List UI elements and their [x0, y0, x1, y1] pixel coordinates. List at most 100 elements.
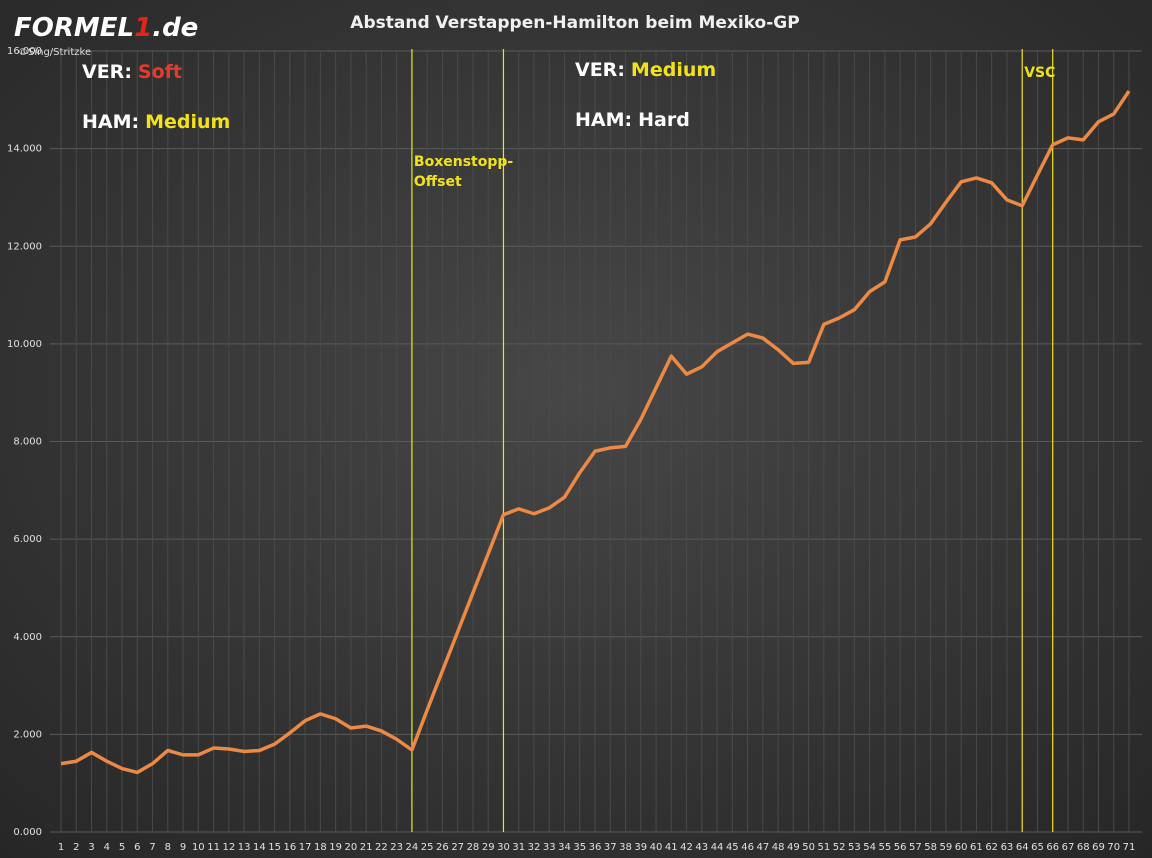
y-tick-label: 8.000: [13, 437, 42, 448]
x-tick-label: 60: [955, 842, 968, 853]
x-tick-label: 49: [787, 842, 800, 853]
y-tick-label: 10.000: [7, 339, 42, 350]
annotation-line: Offset: [414, 174, 462, 190]
x-tick-label: 43: [695, 842, 708, 853]
x-tick-label: 23: [390, 842, 403, 853]
x-tick-label: 69: [1092, 842, 1105, 853]
driver: HAM:: [575, 109, 632, 131]
y-tick-label: 16.000: [7, 46, 42, 57]
stint-label: VER: Soft: [82, 61, 182, 83]
x-tick-label: 67: [1062, 842, 1075, 853]
annotation-line: VSC: [1024, 65, 1055, 81]
y-tick-label: 6.000: [13, 534, 42, 545]
driver: HAM:: [82, 111, 139, 133]
x-tick-label: 30: [497, 842, 510, 853]
x-tick-label: 48: [772, 842, 785, 853]
x-tick-label: 61: [970, 842, 983, 853]
x-tick-label: 44: [711, 842, 724, 853]
x-tick-label: 20: [345, 842, 358, 853]
annotation: VSC: [1024, 65, 1055, 81]
x-tick-label: 66: [1046, 842, 1059, 853]
x-tick-label: 70: [1107, 842, 1120, 853]
x-tick-label: 31: [512, 842, 525, 853]
x-tick-label: 21: [360, 842, 373, 853]
x-tick-label: 3: [88, 842, 94, 853]
x-tick-label: 71: [1123, 842, 1136, 853]
x-tick-label: 63: [1001, 842, 1014, 853]
x-tick-label: 27: [451, 842, 464, 853]
x-tick-label: 37: [604, 842, 617, 853]
annotation-line: Boxenstopp-: [414, 154, 513, 170]
x-tick-label: 47: [756, 842, 769, 853]
y-tick-label: 12.000: [7, 241, 42, 252]
grid: 0.000 2.000 4.000 6.000 8.000 10.000 12.000 14.…: [7, 46, 1142, 853]
y-tick-label: 4.000: [13, 632, 42, 643]
x-tick-label: 55: [879, 842, 892, 853]
compound: Soft: [138, 61, 182, 83]
compound: Medium: [631, 59, 716, 81]
x-tick-label: 24: [406, 842, 419, 853]
x-tick-label: 13: [238, 842, 251, 853]
driver: VER:: [82, 61, 132, 83]
x-tick-label: 10: [192, 842, 205, 853]
logo-part: FORMEL: [14, 13, 134, 43]
x-tick-label: 64: [1016, 842, 1029, 853]
y-tick-label: 0.000: [13, 827, 42, 838]
x-tick-label: 11: [207, 842, 220, 853]
x-tick-label: 4: [104, 842, 110, 853]
x-tick-label: 33: [543, 842, 556, 853]
x-tick-label: 17: [299, 842, 312, 853]
x-tick-label: 2: [73, 842, 79, 853]
chart-title: Abstand Verstappen-Hamilton beim Mexiko-…: [350, 13, 799, 33]
annotation: Boxenstopp- Offset: [414, 154, 513, 190]
x-tick-label: 40: [650, 842, 663, 853]
logo-text: FORMEL1.de: [14, 13, 198, 43]
stint-label: HAM: Hard: [575, 109, 690, 131]
logo-part: 1: [134, 13, 152, 43]
x-tick-label: 56: [894, 842, 907, 853]
y-tick-label: 2.000: [13, 729, 42, 740]
x-tick-label: 26: [436, 842, 449, 853]
x-tick-label: 41: [665, 842, 678, 853]
x-tick-label: 52: [833, 842, 846, 853]
x-tick-label: 16: [283, 842, 296, 853]
x-tick-label: 5: [119, 842, 125, 853]
x-tick-label: 65: [1031, 842, 1044, 853]
x-tick-label: 53: [848, 842, 861, 853]
x-tick-label: 35: [573, 842, 586, 853]
x-tick-label: 51: [817, 842, 830, 853]
x-tick-label: 45: [726, 842, 739, 853]
data-line: [60, 90, 1131, 775]
x-tick-label: 34: [558, 842, 571, 853]
x-tick-label: 14: [253, 842, 266, 853]
x-tick-label: 25: [421, 842, 434, 853]
stint-label: HAM: Medium: [82, 111, 230, 133]
x-tick-label: 42: [680, 842, 693, 853]
x-tick-label: 6: [134, 842, 140, 853]
x-tick-label: 36: [589, 842, 602, 853]
x-tick-label: 62: [985, 842, 998, 853]
x-tick-label: 59: [940, 842, 953, 853]
x-tick-label: 15: [268, 842, 281, 853]
x-tick-label: 8: [165, 842, 171, 853]
x-tick-label: 38: [619, 842, 632, 853]
y-tick-label: 14.000: [7, 144, 42, 155]
x-tick-label: 68: [1077, 842, 1090, 853]
x-tick-label: 32: [528, 842, 541, 853]
x-tick-label: 19: [329, 842, 342, 853]
logo-part: .de: [152, 13, 198, 43]
x-tick-label: 28: [467, 842, 480, 853]
x-tick-label: 58: [924, 842, 937, 853]
compound: Hard: [638, 109, 690, 131]
x-tick-label: 7: [149, 842, 155, 853]
x-tick-label: 18: [314, 842, 327, 853]
logo: FORMEL1.de ©Sing/Stritzke: [14, 13, 198, 59]
stint-label: VER: Medium: [575, 59, 716, 81]
x-tick-label: 46: [741, 842, 754, 853]
x-tick-label: 9: [180, 842, 186, 853]
credit: ©Sing/Stritzke: [18, 47, 91, 58]
